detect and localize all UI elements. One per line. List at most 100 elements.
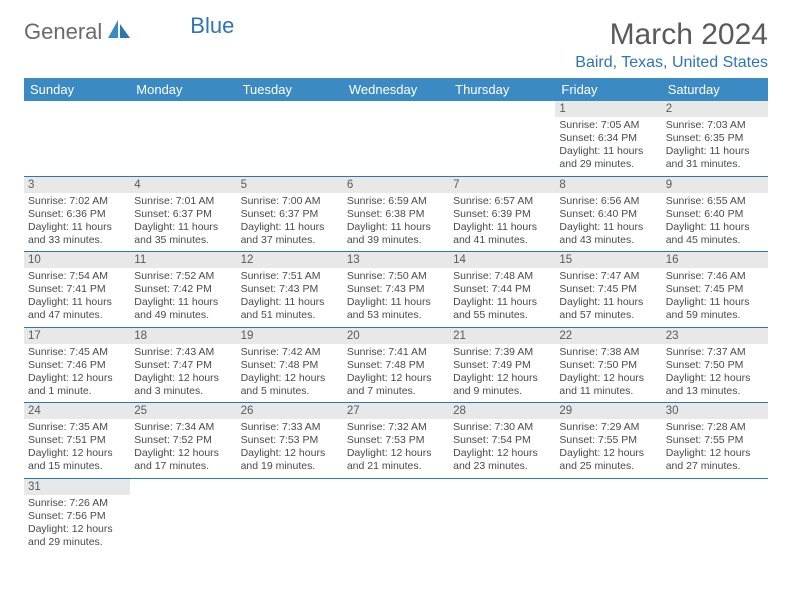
title-block: March 2024 Baird, Texas, United States	[575, 18, 768, 72]
sunset-text: Sunset: 7:45 PM	[666, 283, 764, 296]
calendar-cell: 30Sunrise: 7:28 AMSunset: 7:55 PMDayligh…	[662, 403, 768, 479]
calendar-cell: 14Sunrise: 7:48 AMSunset: 7:44 PMDayligh…	[449, 252, 555, 328]
daylight-text: and 9 minutes.	[453, 385, 551, 398]
sunrise-text: Sunrise: 7:26 AM	[28, 497, 126, 510]
daylight-text: Daylight: 11 hours	[134, 296, 232, 309]
calendar-cell	[237, 478, 343, 553]
sunrise-text: Sunrise: 7:45 AM	[28, 346, 126, 359]
sunrise-text: Sunrise: 7:54 AM	[28, 270, 126, 283]
daylight-text: and 11 minutes.	[559, 385, 657, 398]
daylight-text: and 43 minutes.	[559, 234, 657, 247]
sunset-text: Sunset: 7:48 PM	[347, 359, 445, 372]
sunset-text: Sunset: 7:43 PM	[241, 283, 339, 296]
sunset-text: Sunset: 7:49 PM	[453, 359, 551, 372]
daylight-text: and 5 minutes.	[241, 385, 339, 398]
daylight-text: Daylight: 11 hours	[453, 221, 551, 234]
daylight-text: Daylight: 11 hours	[134, 221, 232, 234]
daylight-text: and 31 minutes.	[666, 158, 764, 171]
daylight-text: and 49 minutes.	[134, 309, 232, 322]
day-number: 8	[555, 177, 661, 193]
calendar-cell: 1Sunrise: 7:05 AMSunset: 6:34 PMDaylight…	[555, 101, 661, 176]
calendar-cell: 15Sunrise: 7:47 AMSunset: 7:45 PMDayligh…	[555, 252, 661, 328]
daylight-text: Daylight: 12 hours	[347, 372, 445, 385]
daylight-text: Daylight: 11 hours	[241, 296, 339, 309]
day-number: 15	[555, 252, 661, 268]
daylight-text: and 41 minutes.	[453, 234, 551, 247]
day-number: 30	[662, 403, 768, 419]
sail-icon	[106, 18, 132, 45]
day-number: 4	[130, 177, 236, 193]
sunset-text: Sunset: 6:37 PM	[241, 208, 339, 221]
day-number: 20	[343, 328, 449, 344]
calendar-cell: 26Sunrise: 7:33 AMSunset: 7:53 PMDayligh…	[237, 403, 343, 479]
calendar-cell: 16Sunrise: 7:46 AMSunset: 7:45 PMDayligh…	[662, 252, 768, 328]
calendar-row: 17Sunrise: 7:45 AMSunset: 7:46 PMDayligh…	[24, 327, 768, 403]
day-number: 23	[662, 328, 768, 344]
sunrise-text: Sunrise: 7:33 AM	[241, 421, 339, 434]
sunrise-text: Sunrise: 6:57 AM	[453, 195, 551, 208]
day-number: 5	[237, 177, 343, 193]
calendar-cell: 21Sunrise: 7:39 AMSunset: 7:49 PMDayligh…	[449, 327, 555, 403]
calendar-cell: 13Sunrise: 7:50 AMSunset: 7:43 PMDayligh…	[343, 252, 449, 328]
daylight-text: Daylight: 12 hours	[666, 372, 764, 385]
daylight-text: Daylight: 12 hours	[28, 372, 126, 385]
sunrise-text: Sunrise: 7:30 AM	[453, 421, 551, 434]
calendar-cell: 25Sunrise: 7:34 AMSunset: 7:52 PMDayligh…	[130, 403, 236, 479]
day-number: 13	[343, 252, 449, 268]
day-number: 29	[555, 403, 661, 419]
sunrise-text: Sunrise: 7:37 AM	[666, 346, 764, 359]
daylight-text: Daylight: 12 hours	[559, 447, 657, 460]
daylight-text: and 39 minutes.	[347, 234, 445, 247]
day-number: 7	[449, 177, 555, 193]
day-number: 21	[449, 328, 555, 344]
sunset-text: Sunset: 7:52 PM	[134, 434, 232, 447]
weekday-header: Wednesday	[343, 78, 449, 101]
calendar-cell: 24Sunrise: 7:35 AMSunset: 7:51 PMDayligh…	[24, 403, 130, 479]
day-number: 27	[343, 403, 449, 419]
calendar-cell	[662, 478, 768, 553]
day-number: 14	[449, 252, 555, 268]
daylight-text: Daylight: 12 hours	[28, 447, 126, 460]
day-number: 19	[237, 328, 343, 344]
daylight-text: Daylight: 11 hours	[559, 296, 657, 309]
calendar-cell: 3Sunrise: 7:02 AMSunset: 6:36 PMDaylight…	[24, 176, 130, 252]
calendar-cell: 10Sunrise: 7:54 AMSunset: 7:41 PMDayligh…	[24, 252, 130, 328]
daylight-text: and 29 minutes.	[559, 158, 657, 171]
calendar-cell: 4Sunrise: 7:01 AMSunset: 6:37 PMDaylight…	[130, 176, 236, 252]
daylight-text: and 29 minutes.	[28, 536, 126, 549]
sunrise-text: Sunrise: 7:51 AM	[241, 270, 339, 283]
sunrise-text: Sunrise: 7:34 AM	[134, 421, 232, 434]
calendar-cell: 6Sunrise: 6:59 AMSunset: 6:38 PMDaylight…	[343, 176, 449, 252]
day-number: 18	[130, 328, 236, 344]
daylight-text: Daylight: 11 hours	[28, 296, 126, 309]
sunrise-text: Sunrise: 6:55 AM	[666, 195, 764, 208]
logo: General Blue	[24, 18, 234, 45]
calendar-cell: 11Sunrise: 7:52 AMSunset: 7:42 PMDayligh…	[130, 252, 236, 328]
sunset-text: Sunset: 6:34 PM	[559, 132, 657, 145]
day-number: 12	[237, 252, 343, 268]
weekday-header-row: Sunday Monday Tuesday Wednesday Thursday…	[24, 78, 768, 101]
sunset-text: Sunset: 7:55 PM	[666, 434, 764, 447]
daylight-text: and 45 minutes.	[666, 234, 764, 247]
calendar-cell: 29Sunrise: 7:29 AMSunset: 7:55 PMDayligh…	[555, 403, 661, 479]
daylight-text: and 19 minutes.	[241, 460, 339, 473]
weekday-header: Tuesday	[237, 78, 343, 101]
day-number: 1	[555, 101, 661, 117]
daylight-text: Daylight: 12 hours	[453, 447, 551, 460]
sunrise-text: Sunrise: 7:03 AM	[666, 119, 764, 132]
sunset-text: Sunset: 7:43 PM	[347, 283, 445, 296]
sunset-text: Sunset: 7:51 PM	[28, 434, 126, 447]
sunset-text: Sunset: 7:41 PM	[28, 283, 126, 296]
sunrise-text: Sunrise: 7:47 AM	[559, 270, 657, 283]
weekday-header: Friday	[555, 78, 661, 101]
sunrise-text: Sunrise: 7:02 AM	[28, 195, 126, 208]
sunset-text: Sunset: 6:37 PM	[134, 208, 232, 221]
daylight-text: and 33 minutes.	[28, 234, 126, 247]
calendar-cell: 27Sunrise: 7:32 AMSunset: 7:53 PMDayligh…	[343, 403, 449, 479]
sunrise-text: Sunrise: 7:05 AM	[559, 119, 657, 132]
calendar-cell	[555, 478, 661, 553]
sunrise-text: Sunrise: 7:48 AM	[453, 270, 551, 283]
daylight-text: and 27 minutes.	[666, 460, 764, 473]
sunrise-text: Sunrise: 7:39 AM	[453, 346, 551, 359]
daylight-text: Daylight: 12 hours	[241, 447, 339, 460]
